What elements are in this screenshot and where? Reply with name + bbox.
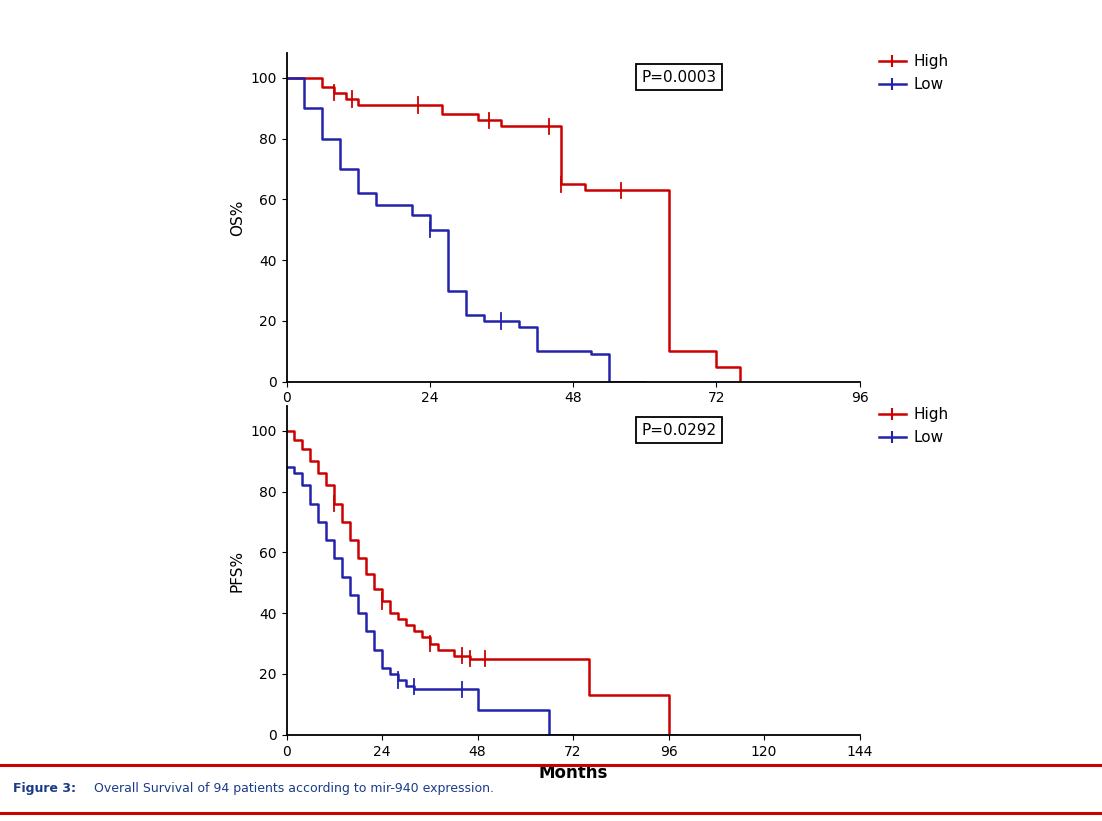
Text: P=0.0292: P=0.0292 bbox=[641, 423, 717, 438]
Text: Figure 3:: Figure 3: bbox=[13, 782, 76, 795]
Legend: High, Low: High, Low bbox=[878, 54, 949, 92]
Y-axis label: OS%: OS% bbox=[230, 200, 245, 236]
Text: Overall Survival of 94 patients according to mir-940 expression.: Overall Survival of 94 patients accordin… bbox=[90, 782, 495, 795]
Legend: High, Low: High, Low bbox=[878, 407, 949, 445]
Y-axis label: PFS%: PFS% bbox=[230, 549, 245, 592]
X-axis label: Months: Months bbox=[539, 411, 607, 429]
X-axis label: Months: Months bbox=[539, 764, 607, 782]
Text: P=0.0003: P=0.0003 bbox=[641, 70, 717, 85]
